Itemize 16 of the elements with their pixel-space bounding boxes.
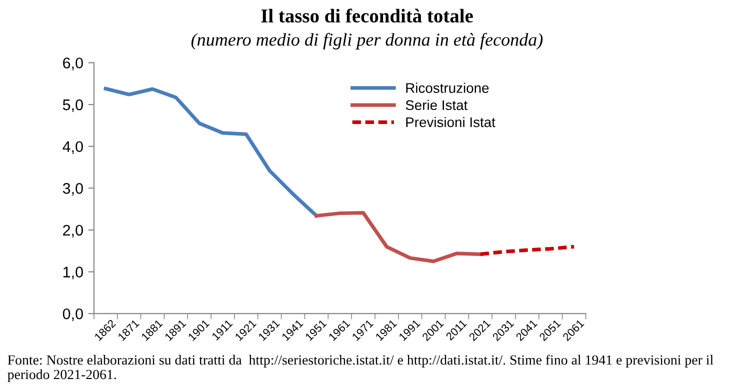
y-tick-label: 0,0	[62, 308, 83, 322]
y-tick-label: 5,0	[62, 99, 83, 112]
y-tick-label: 3,0	[62, 183, 83, 196]
y-tick-label: 6,0	[63, 58, 83, 70]
y-tick-label: 4,0	[62, 141, 83, 154]
legend-label: Ricostruzione	[406, 82, 489, 93]
y-tick-label: 1,0	[63, 266, 83, 280]
legend-label: Previsioni Istat	[406, 116, 496, 128]
line-series	[104, 86, 318, 218]
chart-subtitle: (numero medio di figli per donna in età feconda)	[191, 32, 543, 50]
line-series	[478, 244, 576, 256]
chart-title: Il tasso di fecondità totale	[261, 8, 473, 23]
y-tick-label: 2,0	[63, 224, 83, 238]
source-note: Fonte: Nostre elaborazioni su dati tratti da http://seriestoriche.istat.it/ e http://dati.istat.it/. Stime fino al 1941 e previsioni per il periodo 2021-2061.	[8, 354, 714, 382]
legend-label: Serie Istat	[406, 100, 468, 110]
line-series	[314, 211, 482, 264]
